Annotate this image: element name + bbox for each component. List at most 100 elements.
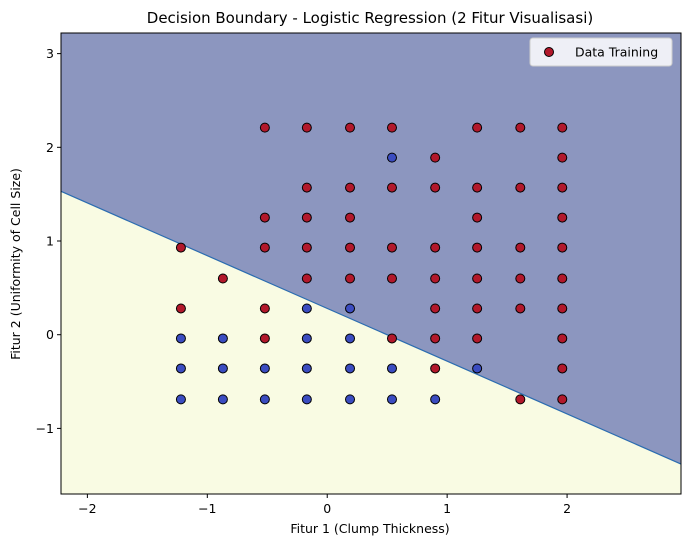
data-point-class-1 <box>472 182 483 193</box>
data-point-class-1 <box>386 182 397 193</box>
legend-box <box>529 37 673 67</box>
data-point-class-1 <box>386 122 397 133</box>
data-point-class-1 <box>557 122 568 133</box>
x-tick-label: −2 <box>78 501 96 516</box>
data-points <box>175 122 568 405</box>
data-point-class-1 <box>217 273 228 284</box>
data-point-class-0 <box>430 394 441 405</box>
data-point-class-0 <box>345 394 356 405</box>
data-point-class-1 <box>345 242 356 253</box>
data-point-class-1 <box>472 122 483 133</box>
y-axis-ticks: −1 0 1 2 3 <box>36 46 61 436</box>
data-point-class-0 <box>301 303 312 314</box>
data-point-class-1 <box>515 273 526 284</box>
data-point-class-1 <box>345 182 356 193</box>
data-point-class-1 <box>472 303 483 314</box>
data-point-class-1 <box>259 333 270 344</box>
data-point-class-1 <box>515 303 526 314</box>
data-point-class-1 <box>472 242 483 253</box>
legend-marker <box>544 47 554 57</box>
y-tick-label: 2 <box>46 140 54 155</box>
x-tick-label: 2 <box>563 501 571 516</box>
data-point-class-1 <box>386 242 397 253</box>
data-point-class-1 <box>430 303 441 314</box>
data-point-class-0 <box>259 394 270 405</box>
decision-boundary-line <box>60 190 682 465</box>
y-tick-label: 0 <box>46 327 54 342</box>
plot-area <box>60 33 682 494</box>
x-tick-label: 0 <box>323 501 331 516</box>
data-point-class-1 <box>515 182 526 193</box>
data-point-class-1 <box>430 182 441 193</box>
data-point-class-1 <box>259 242 270 253</box>
data-point-class-1 <box>345 122 356 133</box>
data-point-class-1 <box>557 152 568 163</box>
data-point-class-1 <box>259 303 270 314</box>
data-point-class-1 <box>301 212 312 223</box>
data-point-class-1 <box>557 273 568 284</box>
x-tick-label: 1 <box>443 501 451 516</box>
data-point-class-1 <box>557 363 568 374</box>
y-tick-label: −1 <box>36 421 54 436</box>
data-point-class-1 <box>345 273 356 284</box>
data-point-class-0 <box>386 394 397 405</box>
data-point-class-1 <box>386 273 397 284</box>
data-point-class-0 <box>301 363 312 374</box>
data-point-class-1 <box>430 152 441 163</box>
data-point-class-0 <box>345 333 356 344</box>
data-point-class-1 <box>259 122 270 133</box>
legend: Data Training <box>529 37 673 67</box>
data-point-class-1 <box>259 212 270 223</box>
data-point-class-0 <box>301 333 312 344</box>
data-point-class-0 <box>175 333 186 344</box>
data-point-class-1 <box>301 242 312 253</box>
data-point-class-1 <box>345 212 356 223</box>
x-tick-label: −1 <box>198 501 216 516</box>
data-point-class-0 <box>175 363 186 374</box>
data-point-class-1 <box>515 394 526 405</box>
data-point-class-1 <box>472 212 483 223</box>
data-point-class-1 <box>175 303 186 314</box>
data-point-class-0 <box>217 333 228 344</box>
y-tick-label: 1 <box>46 234 54 249</box>
chart-title: Decision Boundary - Logistic Regression … <box>147 9 593 27</box>
data-point-class-0 <box>301 394 312 405</box>
data-point-class-1 <box>557 242 568 253</box>
data-point-class-1 <box>430 333 441 344</box>
data-point-class-1 <box>557 182 568 193</box>
data-point-class-1 <box>301 122 312 133</box>
data-point-class-1 <box>557 303 568 314</box>
x-axis-ticks: −2 −1 0 1 2 <box>78 494 571 516</box>
data-point-class-0 <box>259 363 270 374</box>
data-point-class-0 <box>345 303 356 314</box>
data-point-class-0 <box>386 363 397 374</box>
data-point-class-1 <box>472 273 483 284</box>
data-point-class-1 <box>515 242 526 253</box>
y-tick-label: 3 <box>46 46 54 61</box>
legend-label: Data Training <box>575 45 658 60</box>
x-axis-label: Fitur 1 (Clump Thickness) <box>290 521 449 536</box>
data-point-class-0 <box>217 394 228 405</box>
data-point-class-1 <box>472 333 483 344</box>
data-point-class-0 <box>472 363 483 374</box>
data-point-class-1 <box>515 122 526 133</box>
data-point-class-1 <box>430 242 441 253</box>
y-axis-label: Fitur 2 (Uniformity of Cell Size) <box>8 168 23 360</box>
data-point-class-1 <box>557 212 568 223</box>
data-point-class-0 <box>386 152 397 163</box>
data-point-class-1 <box>557 394 568 405</box>
data-point-class-1 <box>175 242 186 253</box>
data-point-class-0 <box>217 363 228 374</box>
data-point-class-1 <box>430 273 441 284</box>
data-point-class-0 <box>175 394 186 405</box>
data-point-class-1 <box>557 333 568 344</box>
data-point-class-0 <box>345 363 356 374</box>
data-point-class-1 <box>301 182 312 193</box>
axes-frame <box>60 32 682 495</box>
data-point-class-1 <box>301 273 312 284</box>
decision-region-class-1 <box>61 191 681 494</box>
decision-region-class-0 <box>61 33 681 465</box>
data-point-class-1 <box>430 363 441 374</box>
data-point-class-1 <box>386 333 397 344</box>
